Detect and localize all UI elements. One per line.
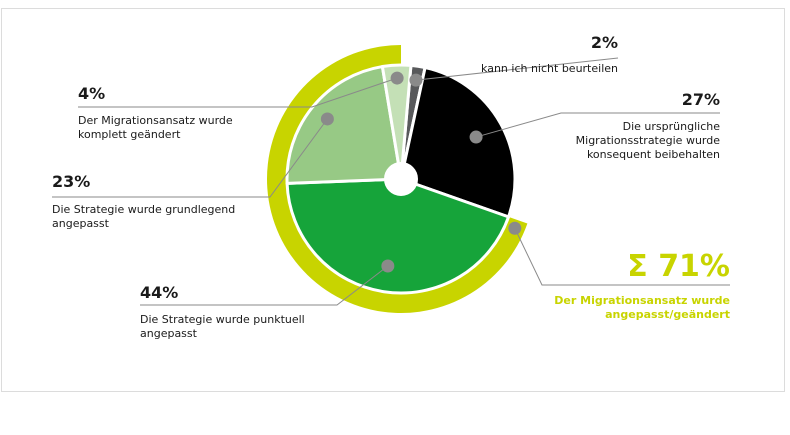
summary-desc-1: Der Migrationsansatz wurde: [554, 294, 730, 307]
slices-layer: [285, 63, 517, 295]
marker-3: [381, 259, 395, 273]
label-desc-2-3: konsequent beibehalten: [587, 148, 720, 161]
leader-line-3: [140, 265, 389, 306]
summary-pct: Σ 71%: [627, 249, 730, 284]
leader-line-1: [415, 57, 619, 81]
label-desc-4-1: Die Strategie wurde grundlegend: [52, 203, 235, 216]
pie-slice-3: [285, 177, 511, 295]
label-pct-1: 2%: [591, 33, 618, 52]
label-desc-2-2: Migrationsstrategie wurde: [576, 134, 721, 147]
label-desc-3-1: Die Strategie wurde punktuell: [140, 313, 305, 326]
pie-slice-5: [380, 63, 413, 181]
label-pct-4: 23%: [52, 172, 90, 191]
marker-1: [409, 73, 423, 87]
label-desc-5-2: komplett geändert: [78, 128, 181, 141]
marker-4: [320, 112, 334, 126]
leader-line-4: [52, 118, 328, 198]
label-desc-3-2: angepasst: [140, 327, 198, 340]
label-desc-1-1: kann ich nicht beurteilen: [481, 62, 618, 75]
label-pct-3: 44%: [140, 283, 178, 302]
chart-frame: [1, 8, 785, 392]
summary-leader-line: [514, 228, 730, 286]
leader-line-5: [78, 77, 398, 108]
label-desc-5-1: Der Migrationsansatz wurde: [78, 114, 233, 127]
label-pct-2: 27%: [682, 90, 720, 109]
marker-2: [469, 130, 483, 144]
center-hole: [384, 162, 418, 196]
labels-layer: 2% kann ich nicht beurteilen 27% Die ursprü…: [52, 33, 730, 340]
label-pct-5: 4%: [78, 84, 105, 103]
label-desc-4-2: angepasst: [52, 217, 110, 230]
summary-marker: [508, 221, 522, 235]
leader-lines-layer: [52, 57, 730, 306]
marker-5: [390, 71, 404, 85]
label-desc-2-1: Die ursprüngliche: [623, 120, 721, 133]
summary-desc-2: angepasst/geändert: [605, 308, 730, 321]
leader-line-2: [475, 112, 720, 138]
pie-slice-2: [399, 66, 517, 219]
markers-layer: [320, 71, 522, 273]
